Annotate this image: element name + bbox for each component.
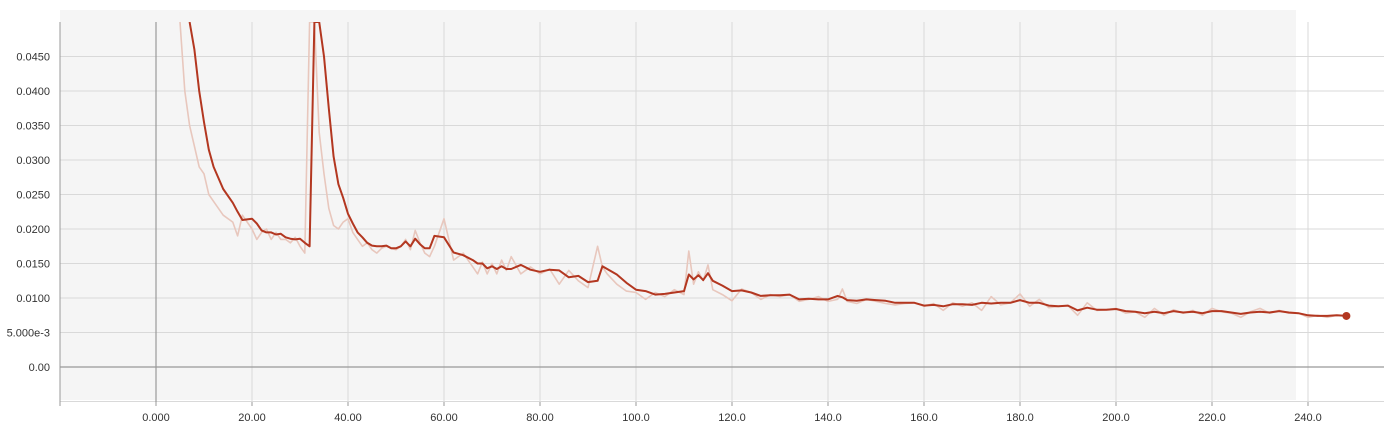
y-tick-label: 0.0350 (16, 121, 50, 133)
y-tick-label: 0.0100 (16, 293, 50, 305)
y-tick-label: 0.0250 (16, 190, 50, 202)
x-tick-label: 100.0 (622, 412, 650, 424)
x-tick-label: 160.0 (910, 412, 938, 424)
x-tick-label: 120.0 (718, 412, 746, 424)
smoothed-series-line (188, 22, 1347, 317)
tick-labels: 0.000 20.00 40.00 60.00 80.00 100.0 120.0 140.0… (7, 52, 1322, 425)
y-tick-label: 0.00 (29, 362, 50, 374)
x-tick-label: 80.00 (526, 412, 554, 424)
y-tick-label: 5.000e-3 (7, 328, 50, 340)
series-lines (179, 22, 1351, 320)
last-point-marker (1342, 311, 1351, 320)
x-tick-label: 220.0 (1198, 412, 1226, 424)
x-tick-label: 140.0 (814, 412, 842, 424)
x-tick-label: 0.000 (142, 412, 170, 424)
x-tick-label: 200.0 (1102, 412, 1130, 424)
axes (59, 22, 1384, 406)
x-tick-label: 20.00 (238, 412, 266, 424)
x-tick-label: 40.00 (334, 412, 362, 424)
x-tick-label: 180.0 (1006, 412, 1034, 424)
plot-background (60, 10, 1296, 400)
y-tick-label: 0.0200 (16, 224, 50, 236)
y-tick-label: 0.0150 (16, 259, 50, 271)
y-tick-label: 0.0300 (16, 155, 50, 167)
x-tick-label: 60.00 (430, 412, 458, 424)
y-tick-label: 0.0400 (16, 86, 50, 98)
y-tick-label: 0.0450 (16, 52, 50, 64)
x-tick-label: 240.0 (1294, 412, 1322, 424)
